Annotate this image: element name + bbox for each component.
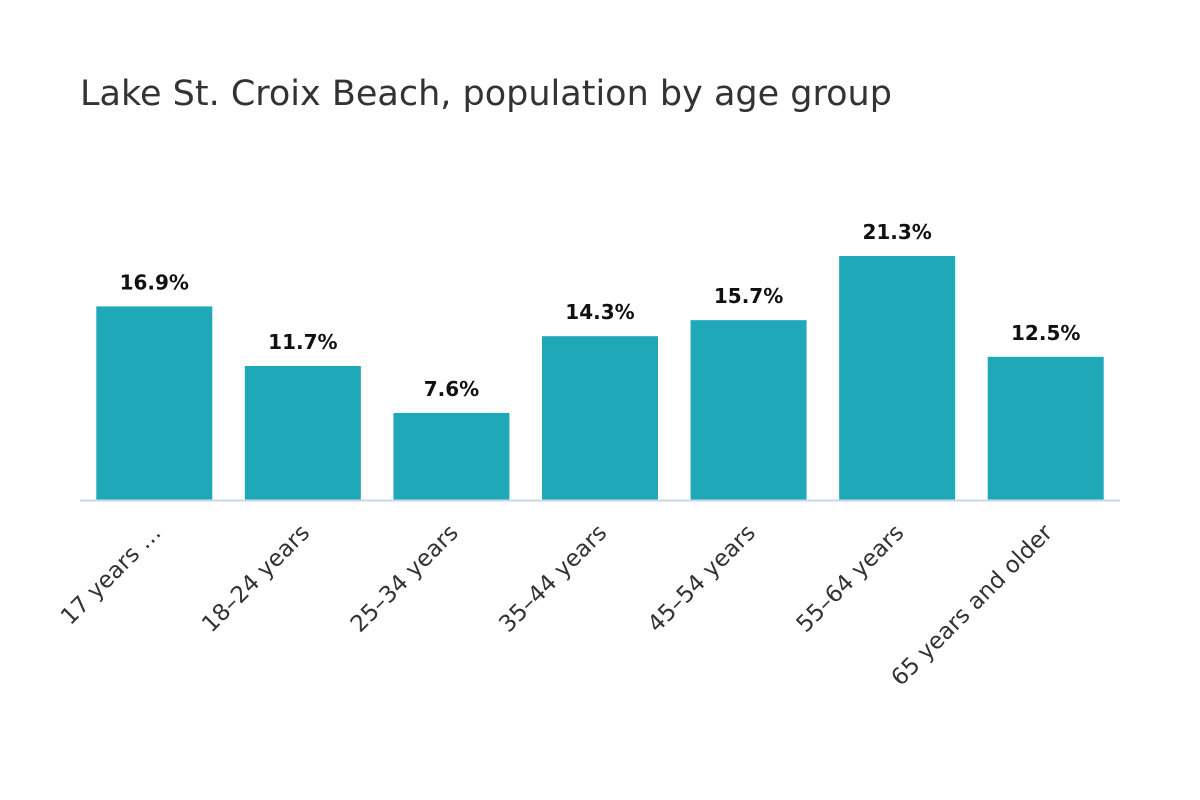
bar-2[interactable] xyxy=(244,365,361,500)
bar-6[interactable] xyxy=(839,256,956,500)
data-label-2: 11.7% xyxy=(268,330,337,354)
x-tick-label-3: 25–34 years xyxy=(346,520,464,638)
data-label-3: 7.6% xyxy=(424,377,479,401)
data-label-5: 15.7% xyxy=(714,284,783,308)
x-tick-label-4: 35–44 years xyxy=(494,520,612,638)
x-tick-label-1: 17 years … xyxy=(56,520,166,630)
data-label-7: 12.5% xyxy=(1011,321,1080,345)
bar-5[interactable] xyxy=(690,320,807,500)
data-label-6: 21.3% xyxy=(862,220,931,244)
x-tick-label-5: 45–54 years xyxy=(643,520,761,638)
bar-1[interactable] xyxy=(96,306,213,500)
bars-group xyxy=(96,256,1104,500)
bar-7[interactable] xyxy=(987,356,1104,500)
x-tick-label-6: 55–64 years xyxy=(792,520,910,638)
chart-title: Lake St. Croix Beach, population by age … xyxy=(80,74,892,114)
x-tick-label-7: 65 years and older xyxy=(887,519,1059,691)
bar-4[interactable] xyxy=(542,336,658,500)
data-label-4: 14.3% xyxy=(565,300,634,324)
bar-3[interactable] xyxy=(393,412,510,500)
data-label-1: 16.9% xyxy=(120,270,189,294)
x-tick-labels-group: 17 years … 18–24 years 25–34 years 35–44 ye… xyxy=(56,519,1058,691)
x-tick-label-2: 18–24 years xyxy=(197,520,315,638)
data-labels-group: 16.9% 11.7% 7.6% 14.3% 15.7% 21.3% 12.5% xyxy=(120,220,1081,401)
